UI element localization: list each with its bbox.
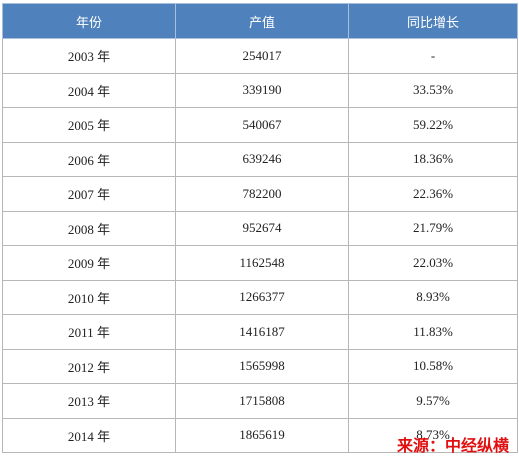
table-cell: 952674 [175, 210, 349, 246]
table-row: 2006 年 639246 18.36% [2, 141, 518, 177]
table-row: 2005 年 540067 59.22% [2, 107, 518, 143]
table-cell: 1416187 [175, 314, 349, 350]
table-cell: 254017 [175, 38, 349, 74]
table-cell: 339190 [175, 72, 349, 108]
table-row: 2014 年 1865619 8.73% [2, 417, 518, 453]
header-cell: 产值 [175, 3, 349, 39]
table-cell: 22.03% [348, 245, 518, 281]
table-row: 2010 年 1266377 8.93% [2, 279, 518, 315]
table-cell: 782200 [175, 176, 349, 212]
data-table: 年份 产值 同比增长 2003 年 254017-2004 年 339190 33.53%… [2, 3, 518, 453]
table-row: 2013 年 1715808 9.57% [2, 383, 518, 419]
table-cell: 639246 [175, 141, 349, 177]
table-row: 2008 年 952674 21.79% [2, 210, 518, 246]
table-cell: 8.73% [348, 417, 518, 453]
table-cell: 2005 年 [2, 107, 176, 143]
table-cell: 11.83% [348, 314, 518, 350]
table-cell: 2004 年 [2, 72, 176, 108]
table-row: 2011 年 1416187 11.83% [2, 314, 518, 350]
table-cell: 1266377 [175, 279, 349, 315]
table-cell: 9.57% [348, 383, 518, 419]
table-cell: 18.36% [348, 141, 518, 177]
header-row: 年份 产值 同比增长 [2, 3, 518, 39]
table-body: 2003 年 254017-2004 年 339190 33.53% 2005 年 540… [2, 38, 518, 453]
table-cell: 1565998 [175, 348, 349, 384]
table-cell: 33.53% [348, 72, 518, 108]
table-row: 2003 年 254017- [2, 38, 518, 74]
header-cell: 同比增长 [348, 3, 518, 39]
table-cell: 2008 年 [2, 210, 176, 246]
table-cell: 540067 [175, 107, 349, 143]
table-cell: 59.22% [348, 107, 518, 143]
table-cell: 2010 年 [2, 279, 176, 315]
table-cell: 2006 年 [2, 141, 176, 177]
table-cell: 2011 年 [2, 314, 176, 350]
table-cell: 10.58% [348, 348, 518, 384]
table-cell: 2003 年 [2, 38, 176, 74]
watermark: 来源：中经纵横 [396, 436, 509, 455]
table-cell: 8.93% [348, 279, 518, 315]
table-row: 2007 年 782200 22.36% [2, 176, 518, 212]
table-row: 2004 年 339190 33.53% [2, 72, 518, 108]
table-cell: 2012 年 [2, 348, 176, 384]
table-cell: 2007 年 [2, 176, 176, 212]
table-row: 2012 年 1565998 10.58% [2, 348, 518, 384]
table-cell: - [348, 38, 518, 74]
table-cell: 2014 年 [2, 417, 176, 453]
header-cell: 年份 [2, 3, 176, 39]
table-cell: 1715808 [175, 383, 349, 419]
table-cell: 1162548 [175, 245, 349, 281]
table-cell: 1865619 [175, 417, 349, 453]
table-cell: 21.79% [348, 210, 518, 246]
table-cell: 2013 年 [2, 383, 176, 419]
table-cell: 22.36% [348, 176, 518, 212]
table-row: 2009 年 1162548 22.03% [2, 245, 518, 281]
table-cell: 2009 年 [2, 245, 176, 281]
